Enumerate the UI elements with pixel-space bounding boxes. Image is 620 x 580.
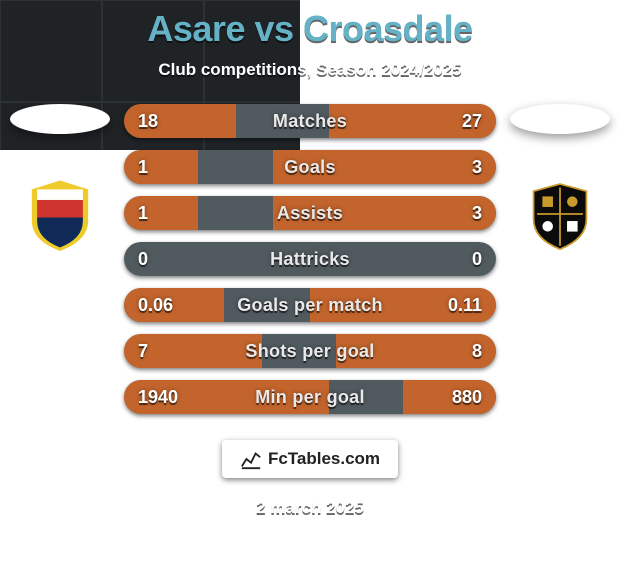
stat-bar: Matches18 27 (124, 104, 496, 138)
stat-value-right: 0 (472, 242, 482, 276)
stat-bar: Goals1 3 (124, 150, 496, 184)
left-club-badge (16, 170, 104, 258)
stat-value-right: 880 (452, 380, 482, 414)
stat-value-left: 1 (138, 196, 148, 230)
stat-bar: Hattricks0 0 (124, 242, 496, 276)
stat-bar: Goals per match0.06 0.11 (124, 288, 496, 322)
stat-value-left: 0.06 (138, 288, 173, 322)
date-text: 2 march 2025 (256, 498, 364, 518)
stat-bar: Min per goal1940 880 (124, 380, 496, 414)
right-player-panel (500, 104, 620, 258)
stat-value-left: 0 (138, 242, 148, 276)
stat-value-right: 3 (472, 150, 482, 184)
stats-bars: Matches1827Goals13Assists13Hattricks00Go… (120, 104, 500, 414)
left-country-flag (10, 104, 110, 134)
stat-label: Goals (124, 150, 496, 184)
brand-text: FcTables.com (268, 449, 380, 469)
brand-logo-icon (240, 448, 262, 470)
stat-bar: Shots per goal7 8 (124, 334, 496, 368)
stat-label: Assists (124, 196, 496, 230)
stat-value-right: 3 (472, 196, 482, 230)
stat-label: Goals per match (124, 288, 496, 322)
right-club-badge (516, 170, 604, 258)
subtitle: Club competitions, Season 2024/2025 (158, 60, 461, 80)
stat-label: Hattricks (124, 242, 496, 276)
stat-label: Shots per goal (124, 334, 496, 368)
stat-bar: Assists1 3 (124, 196, 496, 230)
stat-value-right: 27 (462, 104, 482, 138)
stat-value-left: 1940 (138, 380, 178, 414)
right-country-flag (510, 104, 610, 134)
brand-card: FcTables.com (222, 440, 398, 478)
stat-value-right: 8 (472, 334, 482, 368)
page-title: Asare vs Croasdale (147, 8, 472, 50)
left-player-panel (0, 104, 120, 258)
stat-value-right: 0.11 (448, 288, 482, 322)
stat-value-left: 1 (138, 150, 148, 184)
stat-value-left: 7 (138, 334, 148, 368)
stat-value-left: 18 (138, 104, 158, 138)
stat-label: Matches (124, 104, 496, 138)
stat-label: Min per goal (124, 380, 496, 414)
